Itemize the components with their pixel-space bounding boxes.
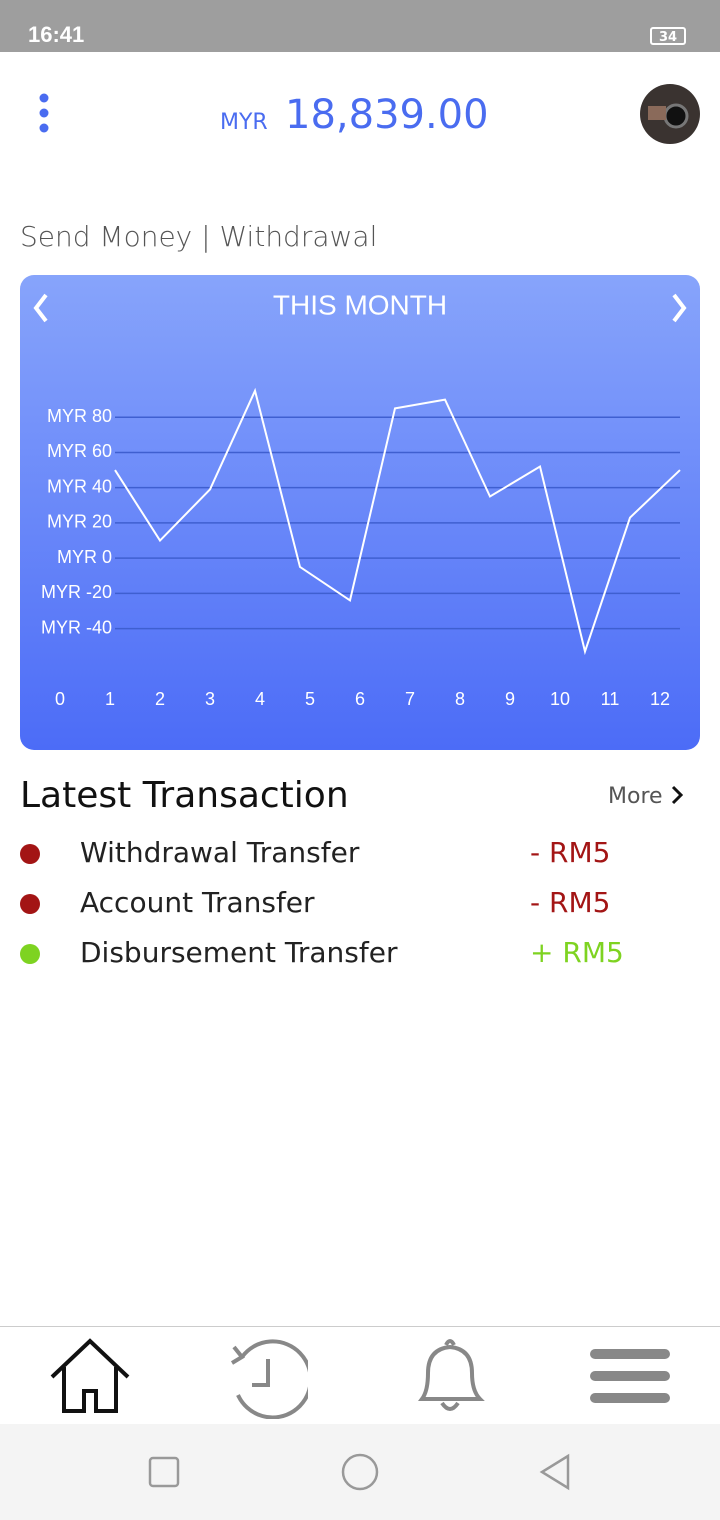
system-nav xyxy=(0,1424,720,1520)
transaction-name: Disbursement Transfer xyxy=(80,936,398,969)
chart-card: THIS MONTH MYR 80 MYR 60 MYR 40 MYR 20 MYR 0… xyxy=(20,275,700,750)
x-tick-label: 7 xyxy=(405,689,415,709)
menu-button[interactable] xyxy=(30,92,60,136)
x-tick-label: 4 xyxy=(255,689,265,709)
y-tick-label: MYR 80 xyxy=(47,406,112,426)
x-tick-label: 8 xyxy=(455,689,465,709)
clock: 16:41 xyxy=(28,22,85,47)
x-tick-label: 9 xyxy=(505,689,515,709)
data-line xyxy=(114,387,681,656)
transactions-title: Latest Transaction xyxy=(20,775,349,816)
transaction-name: Withdrawal Transfer xyxy=(80,836,360,869)
system-buttons[interactable] xyxy=(140,1450,600,1494)
x-tick-label: 5 xyxy=(305,689,315,709)
y-tick-label: MYR 20 xyxy=(47,512,112,532)
section-title: Send Money | Withdrawal xyxy=(20,220,378,253)
status-bar: 16:41 34 xyxy=(0,0,720,52)
y-tick-label: MYR 40 xyxy=(47,476,112,496)
x-tick-label: 11 xyxy=(601,689,620,709)
y-tick-label: MYR 0 xyxy=(57,547,112,567)
avatar[interactable] xyxy=(640,84,700,144)
x-tick-label: 1 xyxy=(105,689,115,709)
bottom-nav xyxy=(0,1326,720,1425)
more-label[interactable]: More xyxy=(608,784,663,809)
chart-title: THIS MONTH xyxy=(273,289,447,320)
x-tick-label: 10 xyxy=(550,689,570,709)
x-tick-label: 2 xyxy=(155,689,165,709)
transaction-amount: - RM5 xyxy=(530,836,611,869)
x-tick-label: 0 xyxy=(55,689,65,709)
transaction-amount: + RM5 xyxy=(530,936,624,969)
balance: 18,839.00 xyxy=(285,92,489,138)
transaction-amount: - RM5 xyxy=(530,886,611,919)
menu-tab[interactable] xyxy=(588,1347,672,1407)
x-tick-label: 12 xyxy=(650,689,670,709)
status-dot xyxy=(20,894,40,914)
status-dot xyxy=(20,844,40,864)
history-tab[interactable] xyxy=(228,1335,308,1419)
x-tick-label: 6 xyxy=(355,689,365,709)
y-tick-label: MYR -40 xyxy=(41,617,112,637)
notifications-tab[interactable] xyxy=(410,1333,490,1419)
x-tick-label: 3 xyxy=(205,689,215,709)
more-chevron xyxy=(671,785,683,805)
next-button[interactable] xyxy=(672,293,687,323)
home-tab[interactable] xyxy=(48,1337,132,1417)
more-link[interactable]: More xyxy=(608,784,684,809)
status-dot xyxy=(20,944,40,964)
battery: 34 xyxy=(650,27,686,45)
transaction-name: Account Transfer xyxy=(80,886,315,919)
y-tick-label: MYR 60 xyxy=(47,441,112,461)
y-tick-label: MYR -20 xyxy=(41,582,112,602)
currency: MYR xyxy=(220,110,268,135)
prev-button[interactable] xyxy=(33,293,48,323)
